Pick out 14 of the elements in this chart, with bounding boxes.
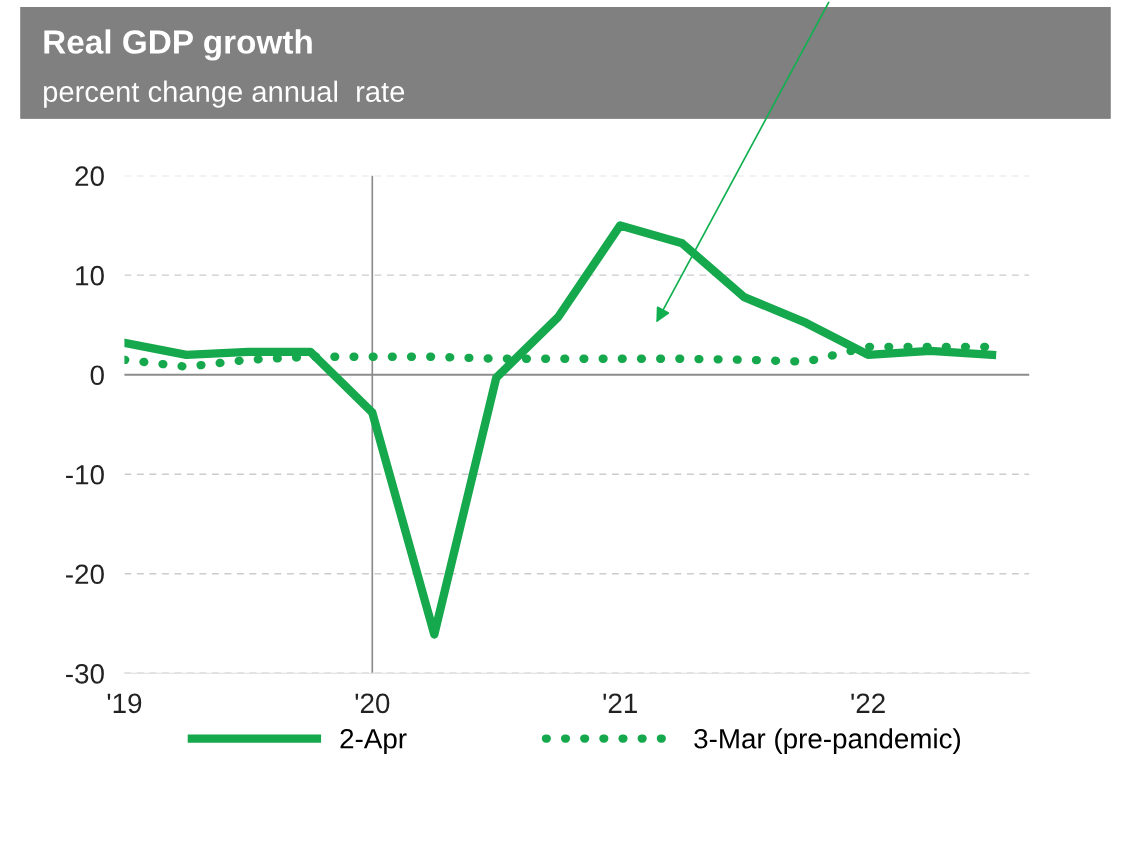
chart-title: Real GDP growth bbox=[44, 29, 312, 61]
legend-label: 3-Mar (pre-pandemic) bbox=[694, 728, 961, 755]
x-tick-label: '22 bbox=[851, 693, 885, 713]
y-tick-label: -10 bbox=[66, 464, 104, 485]
x-tick-label: '19 bbox=[107, 693, 142, 714]
x-tick-label: '20 bbox=[355, 693, 390, 714]
y-tick-label: 0 bbox=[90, 365, 104, 386]
y-tick-label: 20 bbox=[75, 166, 104, 186]
y-tick-label: -20 bbox=[66, 564, 104, 585]
y-tick-label: 10 bbox=[76, 265, 104, 286]
y-tick-label: -30 bbox=[66, 663, 104, 684]
legend-label: 2-Apr bbox=[340, 728, 407, 755]
x-tick-label: '21 bbox=[603, 693, 637, 713]
chart-subtitle: percent change annual rate bbox=[44, 80, 405, 108]
